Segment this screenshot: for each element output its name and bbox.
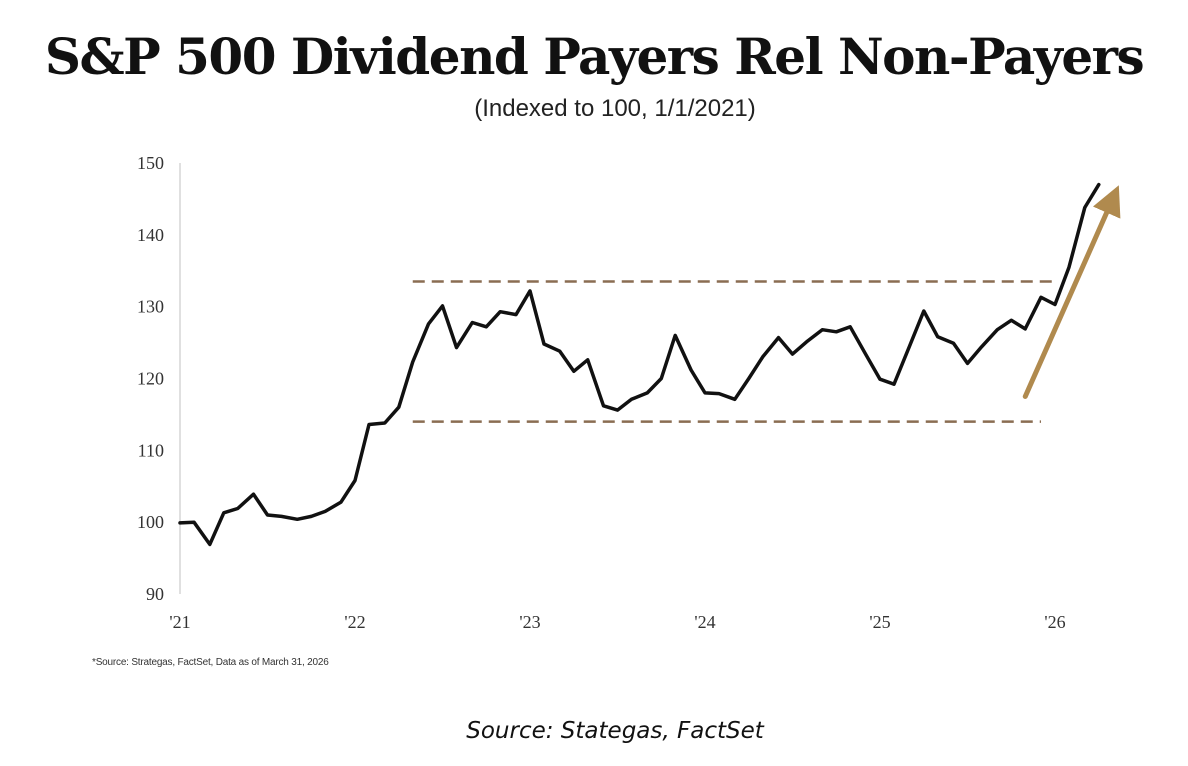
x-tick-label: '26 — [1044, 612, 1065, 632]
image-source-caption: Source: Stategas, FactSet — [466, 718, 764, 744]
chart-footnote: *Source: Strategas, FactSet, Data as of … — [92, 657, 329, 668]
y-tick-label: 130 — [137, 297, 164, 317]
y-tick-label: 100 — [137, 512, 164, 532]
annotations — [412, 185, 1121, 423]
y-tick-label: 150 — [137, 153, 164, 173]
trend-arrow — [1022, 185, 1121, 399]
chart-title: S&P 500 Dividend Payers Rel Non-Payers — [44, 27, 1145, 86]
chart-subtitle: (Indexed to 100, 1/1/2021) — [474, 95, 756, 122]
x-tick-label: '23 — [519, 612, 540, 632]
y-tick-label: 120 — [137, 369, 164, 389]
series-lines — [178, 182, 1101, 547]
y-tick-label: 140 — [137, 225, 164, 245]
x-axis-ticks: '21 '22 '23 '24 '25 '26 — [169, 612, 1065, 632]
y-tick-label: 110 — [138, 440, 164, 460]
x-tick-label: '25 — [869, 612, 890, 632]
x-tick-label: '21 — [169, 612, 190, 632]
series-line — [178, 182, 1101, 547]
x-tick-label: '24 — [694, 612, 715, 632]
y-tick-label: 90 — [146, 584, 164, 604]
x-tick-label: '22 — [344, 612, 365, 632]
y-axis-ticks: 150 140 130 120 110 100 90 — [137, 153, 164, 604]
